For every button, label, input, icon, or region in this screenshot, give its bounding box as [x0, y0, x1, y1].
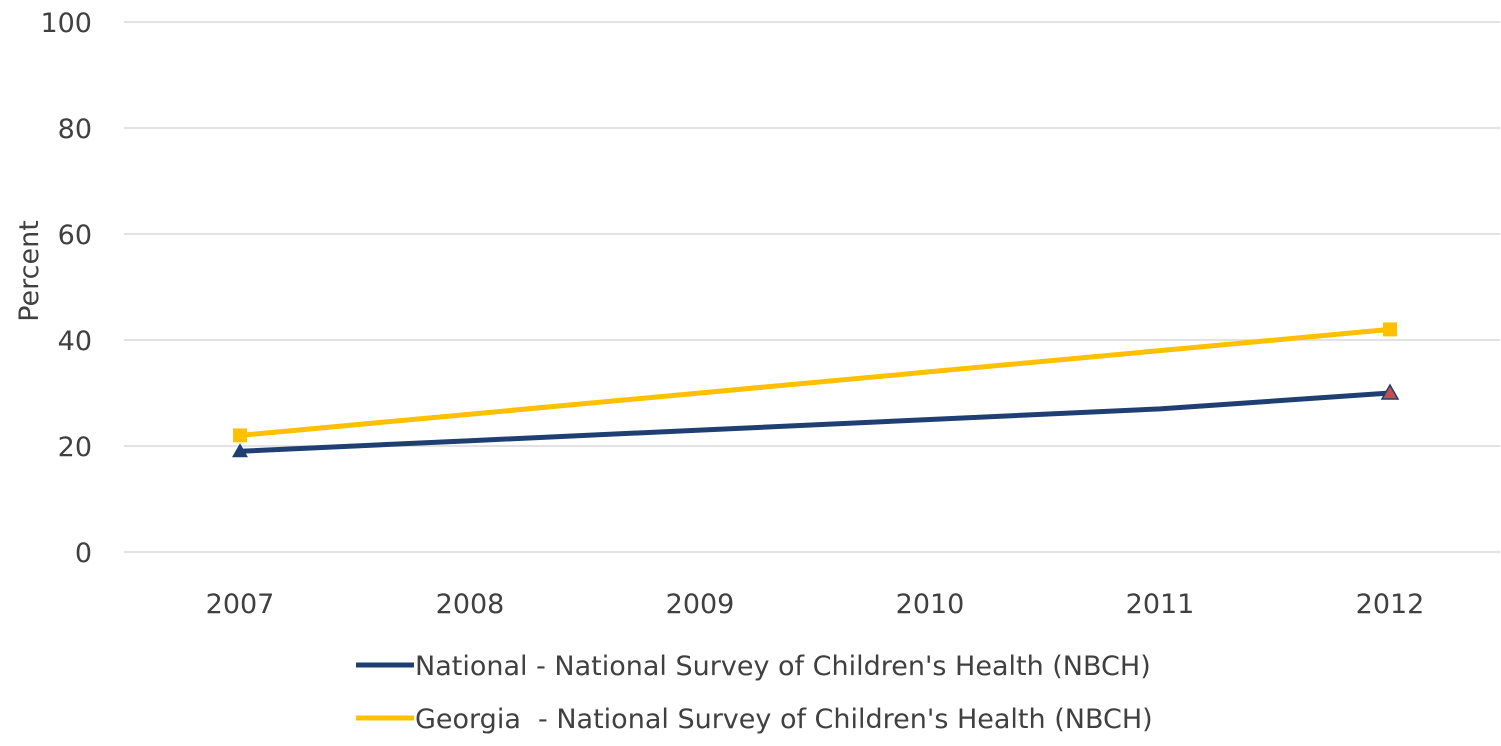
y-tick-label: 0: [75, 538, 92, 569]
x-tick-label: 2011: [1126, 589, 1195, 620]
y-tick-label: 100: [40, 8, 92, 39]
data-point-marker: [1380, 383, 1400, 400]
x-tick-label: 2010: [896, 589, 965, 620]
series-line: [237, 390, 1393, 454]
y-tick-label: 60: [58, 220, 92, 251]
series-0: [232, 383, 1400, 458]
legend: National - National Survey of Children's…: [356, 651, 1153, 735]
series-lines: [232, 322, 1400, 458]
legend-label: National - National Survey of Children's…: [415, 651, 1151, 682]
y-tick-label: 80: [58, 114, 92, 145]
series-1: [233, 322, 1397, 443]
x-tick-label: 2008: [436, 589, 505, 620]
y-axis-label: Percent: [14, 220, 45, 322]
x-tick-label: 2007: [206, 589, 275, 620]
legend-label: Georgia - National Survey of Children's …: [415, 704, 1153, 735]
x-tick-label: 2012: [1356, 589, 1425, 620]
y-tick-labels: 0 20 40 60 80 100: [40, 8, 92, 569]
data-point-marker: [233, 428, 247, 443]
x-tick-labels: 2007 2008 2009 2010 2011 2012: [206, 589, 1425, 620]
data-point-marker: [232, 443, 248, 458]
y-tick-label: 40: [58, 326, 92, 357]
data-point-marker: [1383, 322, 1397, 337]
y-tick-label: 20: [58, 432, 92, 463]
x-tick-label: 2009: [666, 589, 735, 620]
series-line: [237, 326, 1393, 438]
gridlines: [124, 21, 1500, 553]
